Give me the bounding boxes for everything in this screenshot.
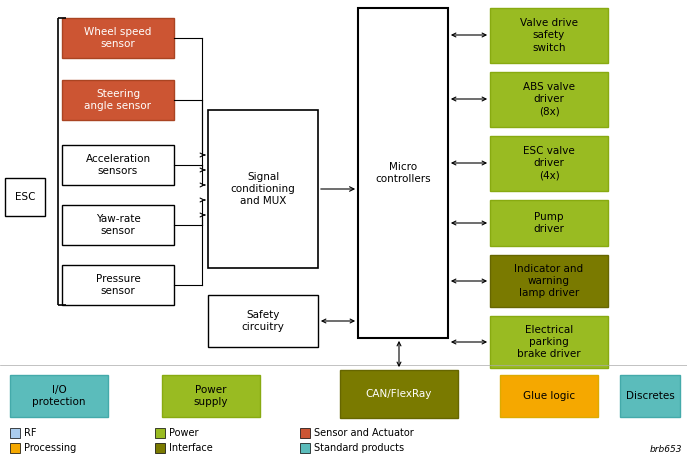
FancyBboxPatch shape <box>358 8 448 338</box>
FancyBboxPatch shape <box>300 443 310 453</box>
FancyBboxPatch shape <box>620 375 680 417</box>
FancyBboxPatch shape <box>62 80 174 120</box>
Text: Interface: Interface <box>169 443 213 453</box>
Text: Indicator and
warning
lamp driver: Indicator and warning lamp driver <box>515 263 583 298</box>
Text: Power
supply: Power supply <box>194 385 228 407</box>
FancyBboxPatch shape <box>5 178 45 216</box>
FancyBboxPatch shape <box>62 18 174 58</box>
Text: Standard products: Standard products <box>314 443 404 453</box>
FancyBboxPatch shape <box>490 136 608 191</box>
Text: I/O
protection: I/O protection <box>32 385 86 407</box>
FancyBboxPatch shape <box>490 316 608 368</box>
Text: CAN/FlexRay: CAN/FlexRay <box>365 389 432 399</box>
Text: Sensor and Actuator: Sensor and Actuator <box>314 428 414 438</box>
Text: Steering
angle sensor: Steering angle sensor <box>85 89 152 111</box>
FancyBboxPatch shape <box>208 295 318 347</box>
FancyBboxPatch shape <box>10 375 108 417</box>
Text: Power: Power <box>169 428 199 438</box>
Text: ESC: ESC <box>14 192 35 202</box>
FancyBboxPatch shape <box>490 255 608 307</box>
FancyBboxPatch shape <box>10 428 20 438</box>
Text: RF: RF <box>24 428 36 438</box>
FancyBboxPatch shape <box>490 72 608 127</box>
Text: Acceleration
sensors: Acceleration sensors <box>85 154 150 176</box>
FancyBboxPatch shape <box>208 110 318 268</box>
Text: Yaw-rate
sensor: Yaw-rate sensor <box>95 214 140 236</box>
FancyBboxPatch shape <box>62 145 174 185</box>
FancyBboxPatch shape <box>155 428 165 438</box>
Text: Wheel speed
sensor: Wheel speed sensor <box>85 27 152 49</box>
FancyBboxPatch shape <box>490 8 608 63</box>
Text: ABS valve
driver
(8x): ABS valve driver (8x) <box>523 82 575 117</box>
Text: Processing: Processing <box>24 443 76 453</box>
Text: Valve drive
safety
switch: Valve drive safety switch <box>520 18 578 53</box>
Text: Micro
controllers: Micro controllers <box>375 162 431 184</box>
Text: Glue logic: Glue logic <box>523 391 575 401</box>
Text: Pressure
sensor: Pressure sensor <box>95 274 140 296</box>
FancyBboxPatch shape <box>62 205 174 245</box>
Text: ESC valve
driver
(4x): ESC valve driver (4x) <box>523 146 575 181</box>
FancyBboxPatch shape <box>10 443 20 453</box>
FancyBboxPatch shape <box>155 443 165 453</box>
FancyBboxPatch shape <box>162 375 260 417</box>
Text: brb653: brb653 <box>649 445 682 454</box>
Text: Discretes: Discretes <box>626 391 675 401</box>
Text: Signal
conditioning
and MUX: Signal conditioning and MUX <box>231 172 295 207</box>
Text: Electrical
parking
brake driver: Electrical parking brake driver <box>517 325 581 359</box>
FancyBboxPatch shape <box>340 370 458 418</box>
Text: Pump
driver: Pump driver <box>534 212 565 234</box>
FancyBboxPatch shape <box>62 265 174 305</box>
Text: Safety
circuitry: Safety circuitry <box>242 310 284 332</box>
FancyBboxPatch shape <box>490 200 608 246</box>
FancyBboxPatch shape <box>500 375 598 417</box>
FancyBboxPatch shape <box>300 428 310 438</box>
